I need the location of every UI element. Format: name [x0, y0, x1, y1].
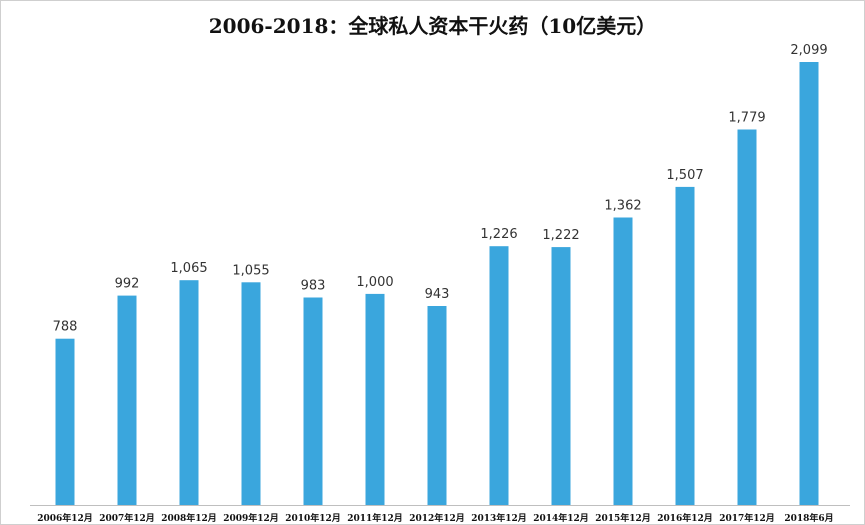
x-tick-label-11: 2017年12月	[719, 512, 775, 524]
x-tick-label-12: 2018年6月	[784, 512, 833, 524]
x-tick-label-6: 2012年12月	[409, 512, 465, 524]
x-tick-label-8: 2014年12月	[533, 512, 589, 524]
x-tick-label-4: 2010年12月	[285, 512, 341, 524]
bar-4	[303, 297, 323, 505]
bar-value-label-5: 1,000	[356, 275, 393, 290]
bar-1	[117, 295, 137, 505]
bar-8	[551, 247, 571, 505]
x-tick-label-9: 2015年12月	[595, 512, 651, 524]
bar-6	[427, 306, 447, 505]
x-tick-label-3: 2009年12月	[223, 512, 279, 524]
bar-value-label-10: 1,507	[666, 168, 703, 183]
chart-title: 2006-2018：全球私人资本干火药（10亿美元）	[208, 14, 657, 38]
x-tick-label-5: 2011年12月	[347, 512, 403, 524]
bar-12	[799, 62, 819, 505]
bar-3	[241, 282, 261, 505]
bar-value-label-2: 1,065	[170, 261, 207, 276]
bar-value-label-9: 1,362	[604, 199, 641, 214]
bar-10	[675, 186, 695, 505]
x-tick-label-7: 2013年12月	[471, 512, 527, 524]
bar-value-label-8: 1,222	[542, 228, 579, 243]
bar-7	[489, 246, 509, 505]
bar-value-label-0: 788	[53, 320, 78, 335]
bar-value-label-3: 1,055	[232, 263, 269, 278]
bar-value-label-12: 2,099	[790, 43, 827, 58]
bar-value-label-7: 1,226	[480, 227, 517, 242]
bar-value-label-6: 943	[425, 287, 450, 302]
x-tick-label-0: 2006年12月	[37, 512, 93, 524]
x-tick-label-10: 2016年12月	[657, 512, 713, 524]
bar-0	[55, 338, 75, 505]
bar-value-label-11: 1,779	[728, 111, 765, 126]
bar-5	[365, 293, 385, 505]
bar-value-label-1: 992	[115, 277, 140, 292]
bar-9	[613, 217, 633, 505]
bar-11	[737, 129, 757, 505]
bar-value-label-4: 983	[301, 279, 326, 294]
x-tick-label-2: 2008年12月	[161, 512, 217, 524]
x-tick-label-1: 2007年12月	[99, 512, 155, 524]
bar-2	[179, 280, 199, 505]
